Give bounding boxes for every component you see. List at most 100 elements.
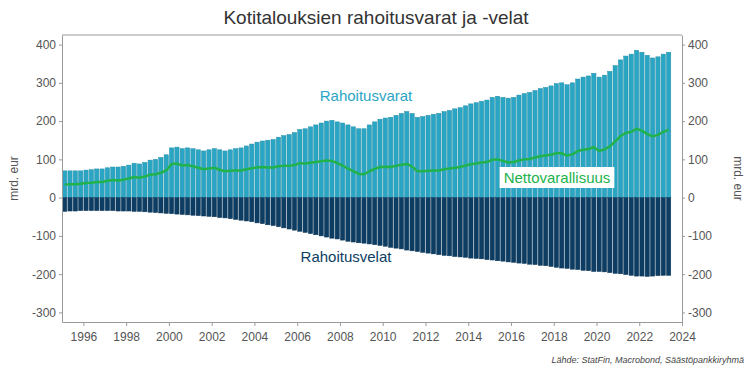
tick: 100 [36, 153, 62, 167]
bar [346, 125, 350, 198]
bar [314, 198, 318, 235]
bar [357, 129, 361, 198]
bar [554, 198, 558, 268]
bar [239, 148, 243, 198]
chart: Kotitalouksien rahoitusvarat ja -velat-3… [0, 0, 752, 375]
bar [629, 198, 633, 276]
plot-marks [63, 50, 671, 276]
y2-axis: -300-200-1000100200300400 [682, 36, 712, 323]
bar [640, 198, 644, 276]
source: Lähde: StatFin, Macrobond, Säästöpankkir… [551, 355, 744, 365]
tick-mark [682, 274, 685, 275]
bar [116, 167, 120, 198]
bar [260, 198, 264, 224]
bar [244, 146, 248, 198]
tick: 400 [682, 38, 708, 52]
bar [202, 151, 206, 198]
bar [394, 115, 398, 197]
bar [399, 113, 403, 197]
bar [137, 164, 141, 198]
bar [538, 198, 542, 266]
bar [169, 198, 173, 214]
bar-series [63, 50, 671, 197]
bar [453, 198, 457, 257]
tick-label: -200 [32, 268, 56, 282]
tick: 200 [36, 114, 62, 128]
bar [421, 117, 425, 198]
bar [378, 198, 382, 246]
tick-label: 2024 [669, 330, 696, 344]
tick-label: 2004 [242, 330, 269, 344]
tick: 0 [49, 191, 62, 205]
bar [479, 198, 483, 259]
bar [383, 198, 387, 247]
bar [164, 155, 168, 198]
bar [645, 55, 649, 197]
tick-label: 2008 [327, 330, 354, 344]
bar [89, 198, 93, 211]
axis-line [63, 322, 683, 323]
bar [105, 168, 109, 198]
tick: 100 [682, 153, 708, 167]
bar [634, 198, 638, 276]
axis-title: mrd. eur [731, 156, 745, 201]
bar [95, 198, 99, 211]
bar [495, 198, 499, 261]
tick-mark [682, 198, 685, 199]
bar [629, 54, 633, 198]
bar [212, 149, 216, 198]
bar [169, 148, 173, 198]
tick-label: 1996 [71, 330, 98, 344]
axis-line [62, 36, 63, 323]
tick-label: 300 [688, 76, 708, 90]
tick-label: 2014 [455, 330, 482, 344]
bar [437, 198, 441, 255]
bar [239, 198, 243, 221]
x-axis: 1996199820002002200420062008201020122014… [63, 322, 697, 344]
bar [463, 106, 467, 198]
tick: 1996 [71, 322, 98, 344]
bar [218, 198, 222, 218]
bar [234, 198, 238, 220]
bar [485, 198, 489, 260]
bar [159, 157, 163, 197]
bar [367, 125, 371, 198]
bar [175, 198, 179, 214]
bar [581, 198, 585, 271]
tick-mark [682, 322, 683, 326]
tick-mark [511, 322, 512, 326]
bar [335, 198, 339, 239]
bar [618, 198, 622, 274]
tick-mark [83, 322, 84, 326]
bar [667, 52, 671, 197]
bar [207, 150, 211, 198]
bar [373, 198, 377, 245]
frame-line [62, 35, 682, 36]
tick: 2004 [242, 322, 269, 344]
bar [111, 198, 115, 211]
tick-mark [59, 274, 62, 275]
bar [105, 198, 109, 211]
bar [271, 198, 275, 226]
tick-label: 0 [688, 191, 695, 205]
series-label: Rahoitusvarat [320, 87, 413, 104]
bar [207, 198, 211, 217]
bar [650, 198, 654, 276]
tick-label: 400 [688, 38, 708, 52]
bar [324, 198, 328, 237]
bar [132, 198, 136, 212]
bar [223, 198, 227, 218]
bar [250, 198, 254, 222]
bar [389, 117, 393, 197]
bar [127, 198, 131, 211]
bar [608, 198, 612, 273]
bar [426, 115, 430, 197]
bar [570, 198, 574, 270]
tick-label: -300 [32, 306, 56, 320]
bar [431, 198, 435, 254]
label-background [500, 167, 615, 188]
bar-series [63, 198, 671, 277]
tick-mark [59, 159, 62, 160]
bar [185, 198, 189, 215]
bar [597, 198, 601, 272]
